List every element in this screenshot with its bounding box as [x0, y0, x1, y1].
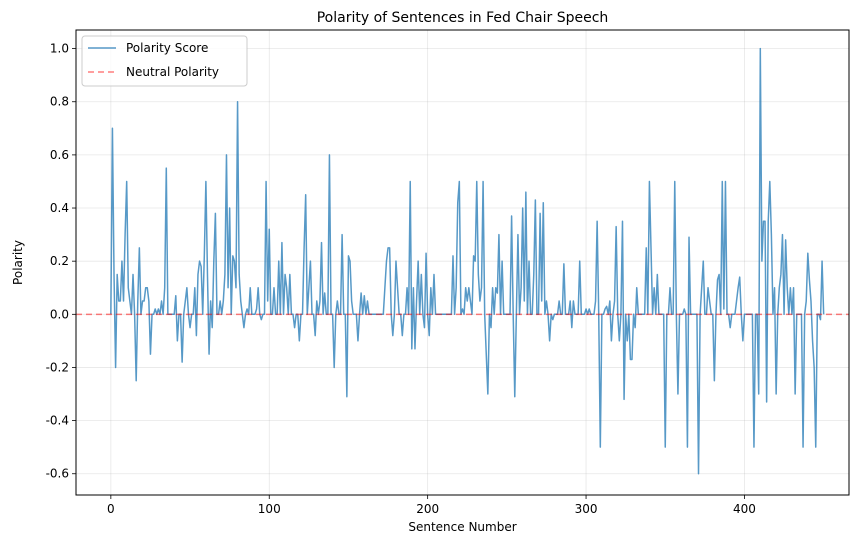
- y-tick-label: 0.0: [50, 307, 69, 321]
- legend: Polarity Score Neutral Polarity: [81, 35, 248, 87]
- y-tick-label: 0.2: [50, 254, 69, 268]
- y-tick-label: 0.4: [50, 201, 69, 215]
- chart-title: Polarity of Sentences in Fed Chair Speec…: [317, 10, 609, 26]
- x-tick-label: 0: [107, 502, 115, 516]
- legend-entry-polarity-score: Polarity Score: [126, 41, 208, 55]
- y-tick-label: 1.0: [50, 42, 69, 56]
- y-tick-label: 0.8: [50, 95, 69, 109]
- y-tick-label: 0.6: [50, 148, 69, 162]
- y-axis-label: Polarity: [11, 240, 25, 285]
- y-tick-label: -0.2: [46, 360, 69, 374]
- legend-entry-neutral-polarity: Neutral Polarity: [126, 65, 219, 79]
- x-tick-label: 200: [416, 502, 439, 516]
- grid: [76, 30, 849, 495]
- axes-frame: [75, 29, 850, 496]
- legend-box: [81, 35, 248, 87]
- y-tick-label: -0.6: [46, 467, 69, 481]
- x-tick-label: 100: [258, 502, 281, 516]
- y-tick-label: -0.4: [46, 414, 69, 428]
- x-tick-label: 300: [575, 502, 598, 516]
- x-axis-label: Sentence Number: [408, 520, 516, 534]
- plot-area: [76, 47, 849, 475]
- x-tick-label: 400: [733, 502, 756, 516]
- series-line-polarity-score: [110, 47, 825, 475]
- ticks: 0 100 200 300 400 -0.6 -0.4 -0.2 0.0 0.2 0.4 0.6 0.8…: [46, 42, 756, 516]
